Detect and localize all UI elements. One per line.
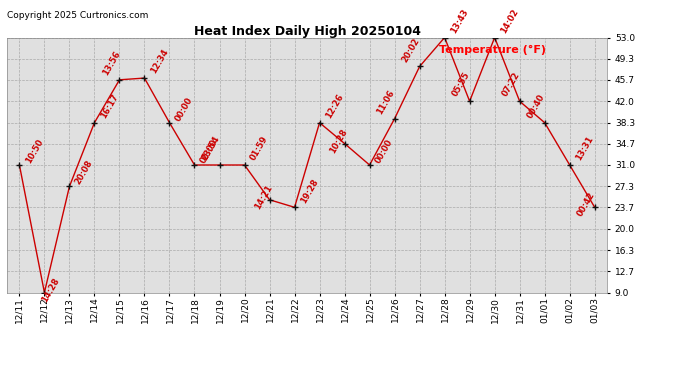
Text: 00:42: 00:42 bbox=[575, 191, 596, 218]
Text: 10:28: 10:28 bbox=[328, 127, 349, 154]
Text: 16:17: 16:17 bbox=[99, 92, 120, 120]
Text: 01:59: 01:59 bbox=[248, 135, 270, 162]
Text: 14:02: 14:02 bbox=[499, 7, 520, 35]
Text: 13:43: 13:43 bbox=[448, 7, 470, 35]
Text: 10:50: 10:50 bbox=[23, 138, 45, 165]
Text: 07:22: 07:22 bbox=[500, 71, 522, 99]
Text: 12:34: 12:34 bbox=[148, 48, 170, 75]
Text: 00:40: 00:40 bbox=[525, 93, 546, 120]
Text: Temperature (°F): Temperature (°F) bbox=[439, 45, 546, 55]
Text: 14:21: 14:21 bbox=[253, 183, 274, 211]
Text: 00:00: 00:00 bbox=[174, 95, 195, 123]
Text: 00:00: 00:00 bbox=[374, 138, 395, 165]
Text: 14:28: 14:28 bbox=[40, 276, 61, 304]
Text: 00:00: 00:00 bbox=[199, 138, 219, 165]
Text: 13:31: 13:31 bbox=[574, 135, 595, 162]
Text: 20:08: 20:08 bbox=[74, 159, 95, 186]
Title: Heat Index Daily High 20250104: Heat Index Daily High 20250104 bbox=[194, 24, 420, 38]
Text: 23:54: 23:54 bbox=[200, 135, 221, 162]
Text: 13:56: 13:56 bbox=[101, 50, 123, 77]
Text: 19:28: 19:28 bbox=[299, 177, 320, 204]
Text: 12:26: 12:26 bbox=[324, 92, 345, 120]
Text: Copyright 2025 Curtronics.com: Copyright 2025 Curtronics.com bbox=[7, 11, 148, 20]
Text: 05:55: 05:55 bbox=[450, 71, 471, 99]
Text: 11:06: 11:06 bbox=[375, 88, 396, 116]
Text: 20:02: 20:02 bbox=[400, 36, 422, 64]
